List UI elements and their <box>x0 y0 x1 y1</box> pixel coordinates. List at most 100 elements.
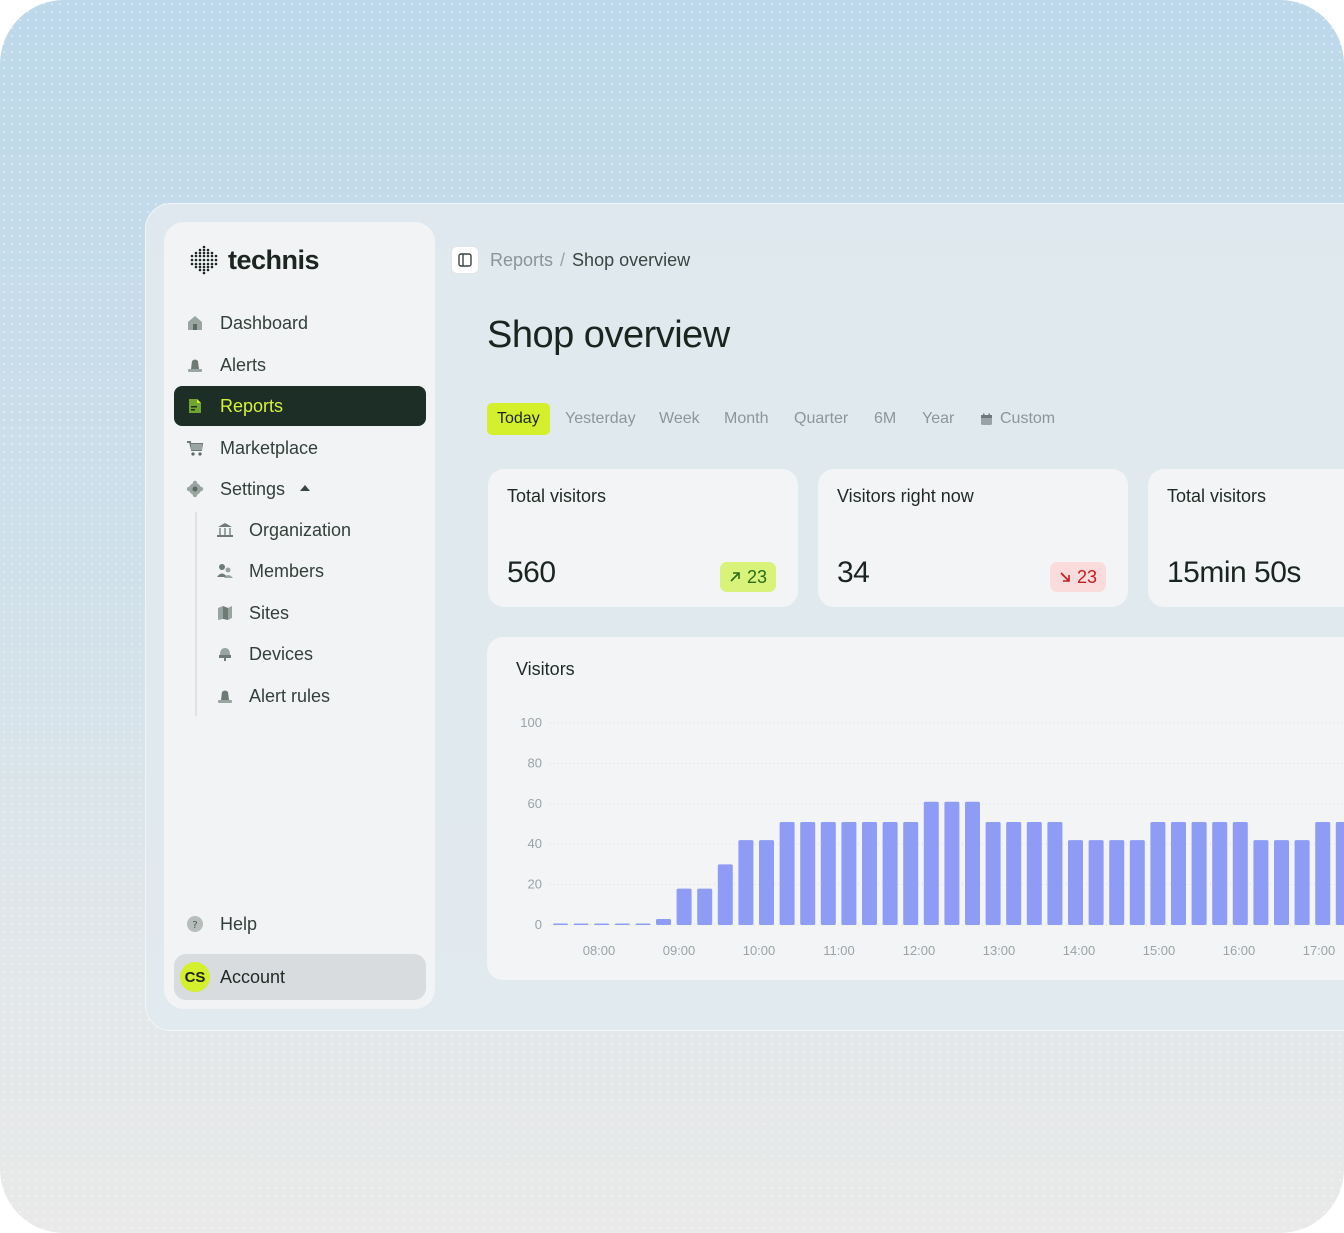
sidebar-item-dashboard[interactable]: Dashboard <box>174 303 426 343</box>
device-icon <box>219 648 231 661</box>
bar <box>614 923 630 925</box>
bar <box>1294 840 1310 925</box>
sidebar-toggle-button[interactable] <box>451 246 479 274</box>
tab-month[interactable]: Month <box>724 410 769 427</box>
stat-value: 560 <box>507 556 556 589</box>
breadcrumb: Reports / Shop overview <box>490 250 690 271</box>
y-tick-label: 100 <box>520 715 542 730</box>
brand-logo[interactable]: technis <box>188 244 320 276</box>
bar <box>779 821 795 925</box>
bar <box>635 923 651 925</box>
sidebar-item-marketplace[interactable]: Marketplace <box>174 428 426 468</box>
x-tick-label: 10:00 <box>743 943 776 958</box>
bar <box>965 801 980 925</box>
sidebar-item-alerts[interactable]: Alerts <box>174 345 426 385</box>
x-tick-label: 08:00 <box>583 943 616 958</box>
trend-value: 23 <box>1077 566 1098 587</box>
tab-yesterday[interactable]: Yesterday <box>565 410 636 427</box>
bar <box>738 840 754 925</box>
sidebar-item-label: Settings <box>220 478 286 499</box>
bar <box>1026 821 1042 925</box>
sidebar-item-help[interactable]: ? Help <box>174 904 426 944</box>
trend-badge-down: 23 <box>1050 562 1107 592</box>
bar <box>1109 840 1125 925</box>
bell-icon <box>188 359 202 372</box>
tab-custom[interactable]: Custom <box>980 403 1055 435</box>
sidebar-item-organization[interactable]: Organization <box>174 510 426 550</box>
y-tick-label: 40 <box>528 836 542 851</box>
x-tick-label: 14:00 <box>1063 943 1096 958</box>
avatar: CS <box>180 962 210 992</box>
x-tick-label: 15:00 <box>1143 943 1176 958</box>
bar <box>676 888 692 925</box>
bar <box>1253 840 1269 925</box>
chart-title: Visitors <box>516 659 575 679</box>
bar <box>656 918 671 925</box>
account-button[interactable]: CS Account <box>174 954 426 1000</box>
bar <box>1315 821 1331 925</box>
breadcrumb-separator: / <box>560 250 566 270</box>
sidebar-item-label: Members <box>249 560 325 581</box>
bar <box>985 821 1001 925</box>
stat-card-visitors-now: Visitors right now 34 23 <box>818 469 1128 607</box>
sidebar-item-label: Organization <box>249 519 352 540</box>
arrow-up-right-icon <box>730 572 740 582</box>
users-icon <box>217 564 233 578</box>
sidebar-item-reports[interactable]: Reports <box>174 386 426 426</box>
sidebar-item-label: Alerts <box>220 354 267 375</box>
panel-icon <box>458 253 472 267</box>
tab-custom-label: Custom <box>1000 410 1056 427</box>
bar <box>882 821 898 925</box>
tab-quarter[interactable]: Quarter <box>794 410 849 427</box>
sidebar-item-label: Reports <box>220 395 284 416</box>
bar <box>862 821 877 925</box>
bar <box>800 821 816 925</box>
stat-card-visit-duration: Total visitors 15min 50s <box>1148 469 1344 607</box>
bar <box>553 923 568 925</box>
bar <box>1335 821 1344 925</box>
tab-year[interactable]: Year <box>922 410 955 427</box>
bar <box>594 923 610 925</box>
bar <box>1150 821 1166 925</box>
y-tick-label: 60 <box>528 796 542 811</box>
sidebar-item-alert-rules[interactable]: Alert rules <box>174 676 426 716</box>
bar <box>1212 821 1228 925</box>
bar <box>1129 840 1145 925</box>
bar <box>1274 840 1289 925</box>
bar <box>1232 821 1248 925</box>
cart-icon <box>187 441 204 456</box>
chevron-up-icon <box>300 485 310 491</box>
x-tick-label: 12:00 <box>903 943 936 958</box>
bar <box>717 864 733 925</box>
tab-today[interactable]: Today <box>487 403 550 435</box>
map-icon <box>218 606 232 620</box>
bar <box>923 801 939 925</box>
sidebar <box>164 222 435 1009</box>
bar <box>1191 821 1207 925</box>
trend-badge-up: 23 <box>720 562 777 592</box>
tab-6m[interactable]: 6M <box>874 410 897 427</box>
bar <box>573 923 589 925</box>
sidebar-item-devices[interactable]: Devices <box>174 634 426 674</box>
stat-label: Total visitors <box>1167 486 1267 506</box>
stat-card-total-visitors: Total visitors 560 23 <box>488 469 798 607</box>
sidebar-item-settings[interactable]: Settings <box>174 469 426 509</box>
gear-icon <box>186 480 204 498</box>
visitors-chart-card: Visitors 0 20 40 60 80 100 08:00 09:00 10:00 11:0… <box>487 637 1344 980</box>
stat-value: 15min 50s <box>1167 556 1301 589</box>
account-label: Account <box>220 967 286 987</box>
report-icon <box>189 399 201 413</box>
visitors-bar-chart: 0 20 40 60 80 100 08:00 09:00 10:00 11:00 12:00 13:… <box>520 715 1344 958</box>
bar <box>944 801 960 925</box>
building-icon <box>217 523 233 537</box>
x-tick-label: 11:00 <box>823 943 855 958</box>
bar <box>903 821 919 925</box>
stat-label: Total visitors <box>507 486 607 506</box>
breadcrumb-link-reports[interactable]: Reports <box>490 250 554 270</box>
bar <box>1047 821 1063 925</box>
tab-week[interactable]: Week <box>659 410 700 427</box>
sidebar-item-members[interactable]: Members <box>174 551 426 591</box>
sidebar-item-sites[interactable]: Sites <box>174 593 426 633</box>
stat-label: Visitors right now <box>837 486 974 506</box>
help-icon: ? <box>187 916 203 932</box>
